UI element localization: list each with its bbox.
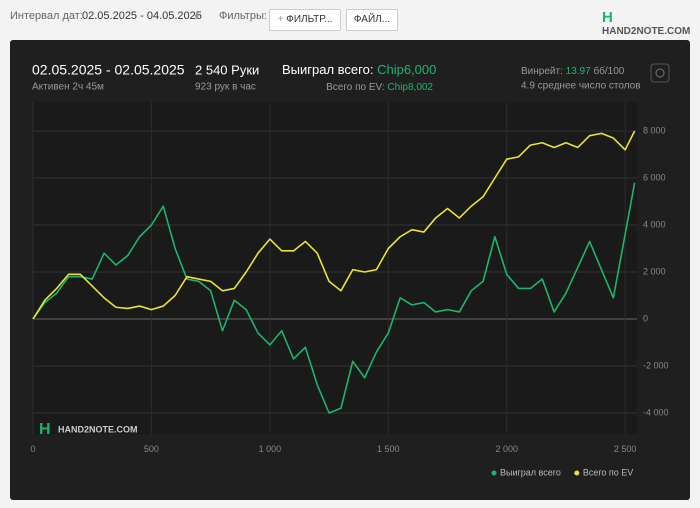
series-line [32, 130, 636, 320]
x-tick-label: 1 500 [377, 444, 400, 454]
legend-marker [491, 470, 497, 476]
y-tick-label: 4 000 [643, 219, 666, 229]
y-tick-label: 6 000 [643, 172, 666, 182]
date-label: Интервал дат: [10, 10, 83, 22]
watermark-icon: H [39, 421, 51, 438]
active: Активен 2ч 45м [32, 82, 104, 93]
legend-label: Всего по EV [583, 467, 633, 477]
won-value: Chip6,000 [377, 62, 436, 77]
plot-bg [33, 102, 637, 434]
hands-per-hour: 923 рук в час [195, 82, 256, 93]
winrate-label: Винрейт: [521, 66, 563, 77]
dropdown-arrow[interactable]: ▾ [194, 11, 200, 23]
x-tick-label: 500 [144, 444, 159, 454]
won: Выиграл всего: Chip6,000 [282, 62, 436, 77]
winrate-unit: бб/100 [593, 65, 624, 77]
settings-icon [655, 68, 665, 78]
logo: H HAND2NOTE.COM [602, 9, 691, 37]
date-range[interactable]: 02.05.2025 - 04.05.2025 [82, 10, 202, 22]
file-button[interactable]: ФАЙЛ... [346, 9, 398, 31]
won-label: Выиграл всего: [282, 62, 373, 77]
hands: 2 540 Руки [195, 62, 259, 77]
series-line [32, 182, 636, 414]
legend-marker [574, 470, 580, 476]
filter-button[interactable]: + ФИЛЬТР... [269, 9, 341, 31]
y-tick-label: 2 000 [643, 266, 666, 276]
chart-panel: 02.05.2025 - 02.05.2025 Активен 2ч 45м 2… [10, 40, 690, 500]
y-tick-label: 0 [643, 313, 648, 323]
ev: Всего по EV: Chip8,002 [326, 82, 433, 93]
y-tick-label: -2 000 [643, 360, 669, 370]
winrate-value: 13.97 [566, 66, 591, 77]
watermark: HAND2NOTE.COM [58, 424, 138, 434]
x-tick-label: 2 000 [495, 444, 518, 454]
x-tick-label: 0 [30, 444, 35, 454]
ev-label: Всего по EV: [326, 82, 385, 93]
logo-text: HAND2NOTE.COM [602, 26, 691, 37]
tables: 4.9 среднее число столов [521, 81, 641, 92]
settings-button[interactable] [650, 63, 670, 83]
y-tick-label: 8 000 [643, 125, 666, 135]
winrate: Винрейт: 13.97 бб/100 [521, 65, 625, 77]
legend-label: Выиграл всего [500, 467, 561, 477]
ev-value: Chip8,002 [387, 82, 433, 93]
x-tick-label: 1 000 [259, 444, 282, 454]
filters-label: Фильтры: [219, 10, 267, 22]
y-tick-label: -4 000 [643, 407, 669, 417]
period: 02.05.2025 - 02.05.2025 [32, 62, 185, 78]
x-tick-label: 2 500 [614, 444, 637, 454]
filter-button-text: ФИЛЬТР... [286, 14, 333, 25]
